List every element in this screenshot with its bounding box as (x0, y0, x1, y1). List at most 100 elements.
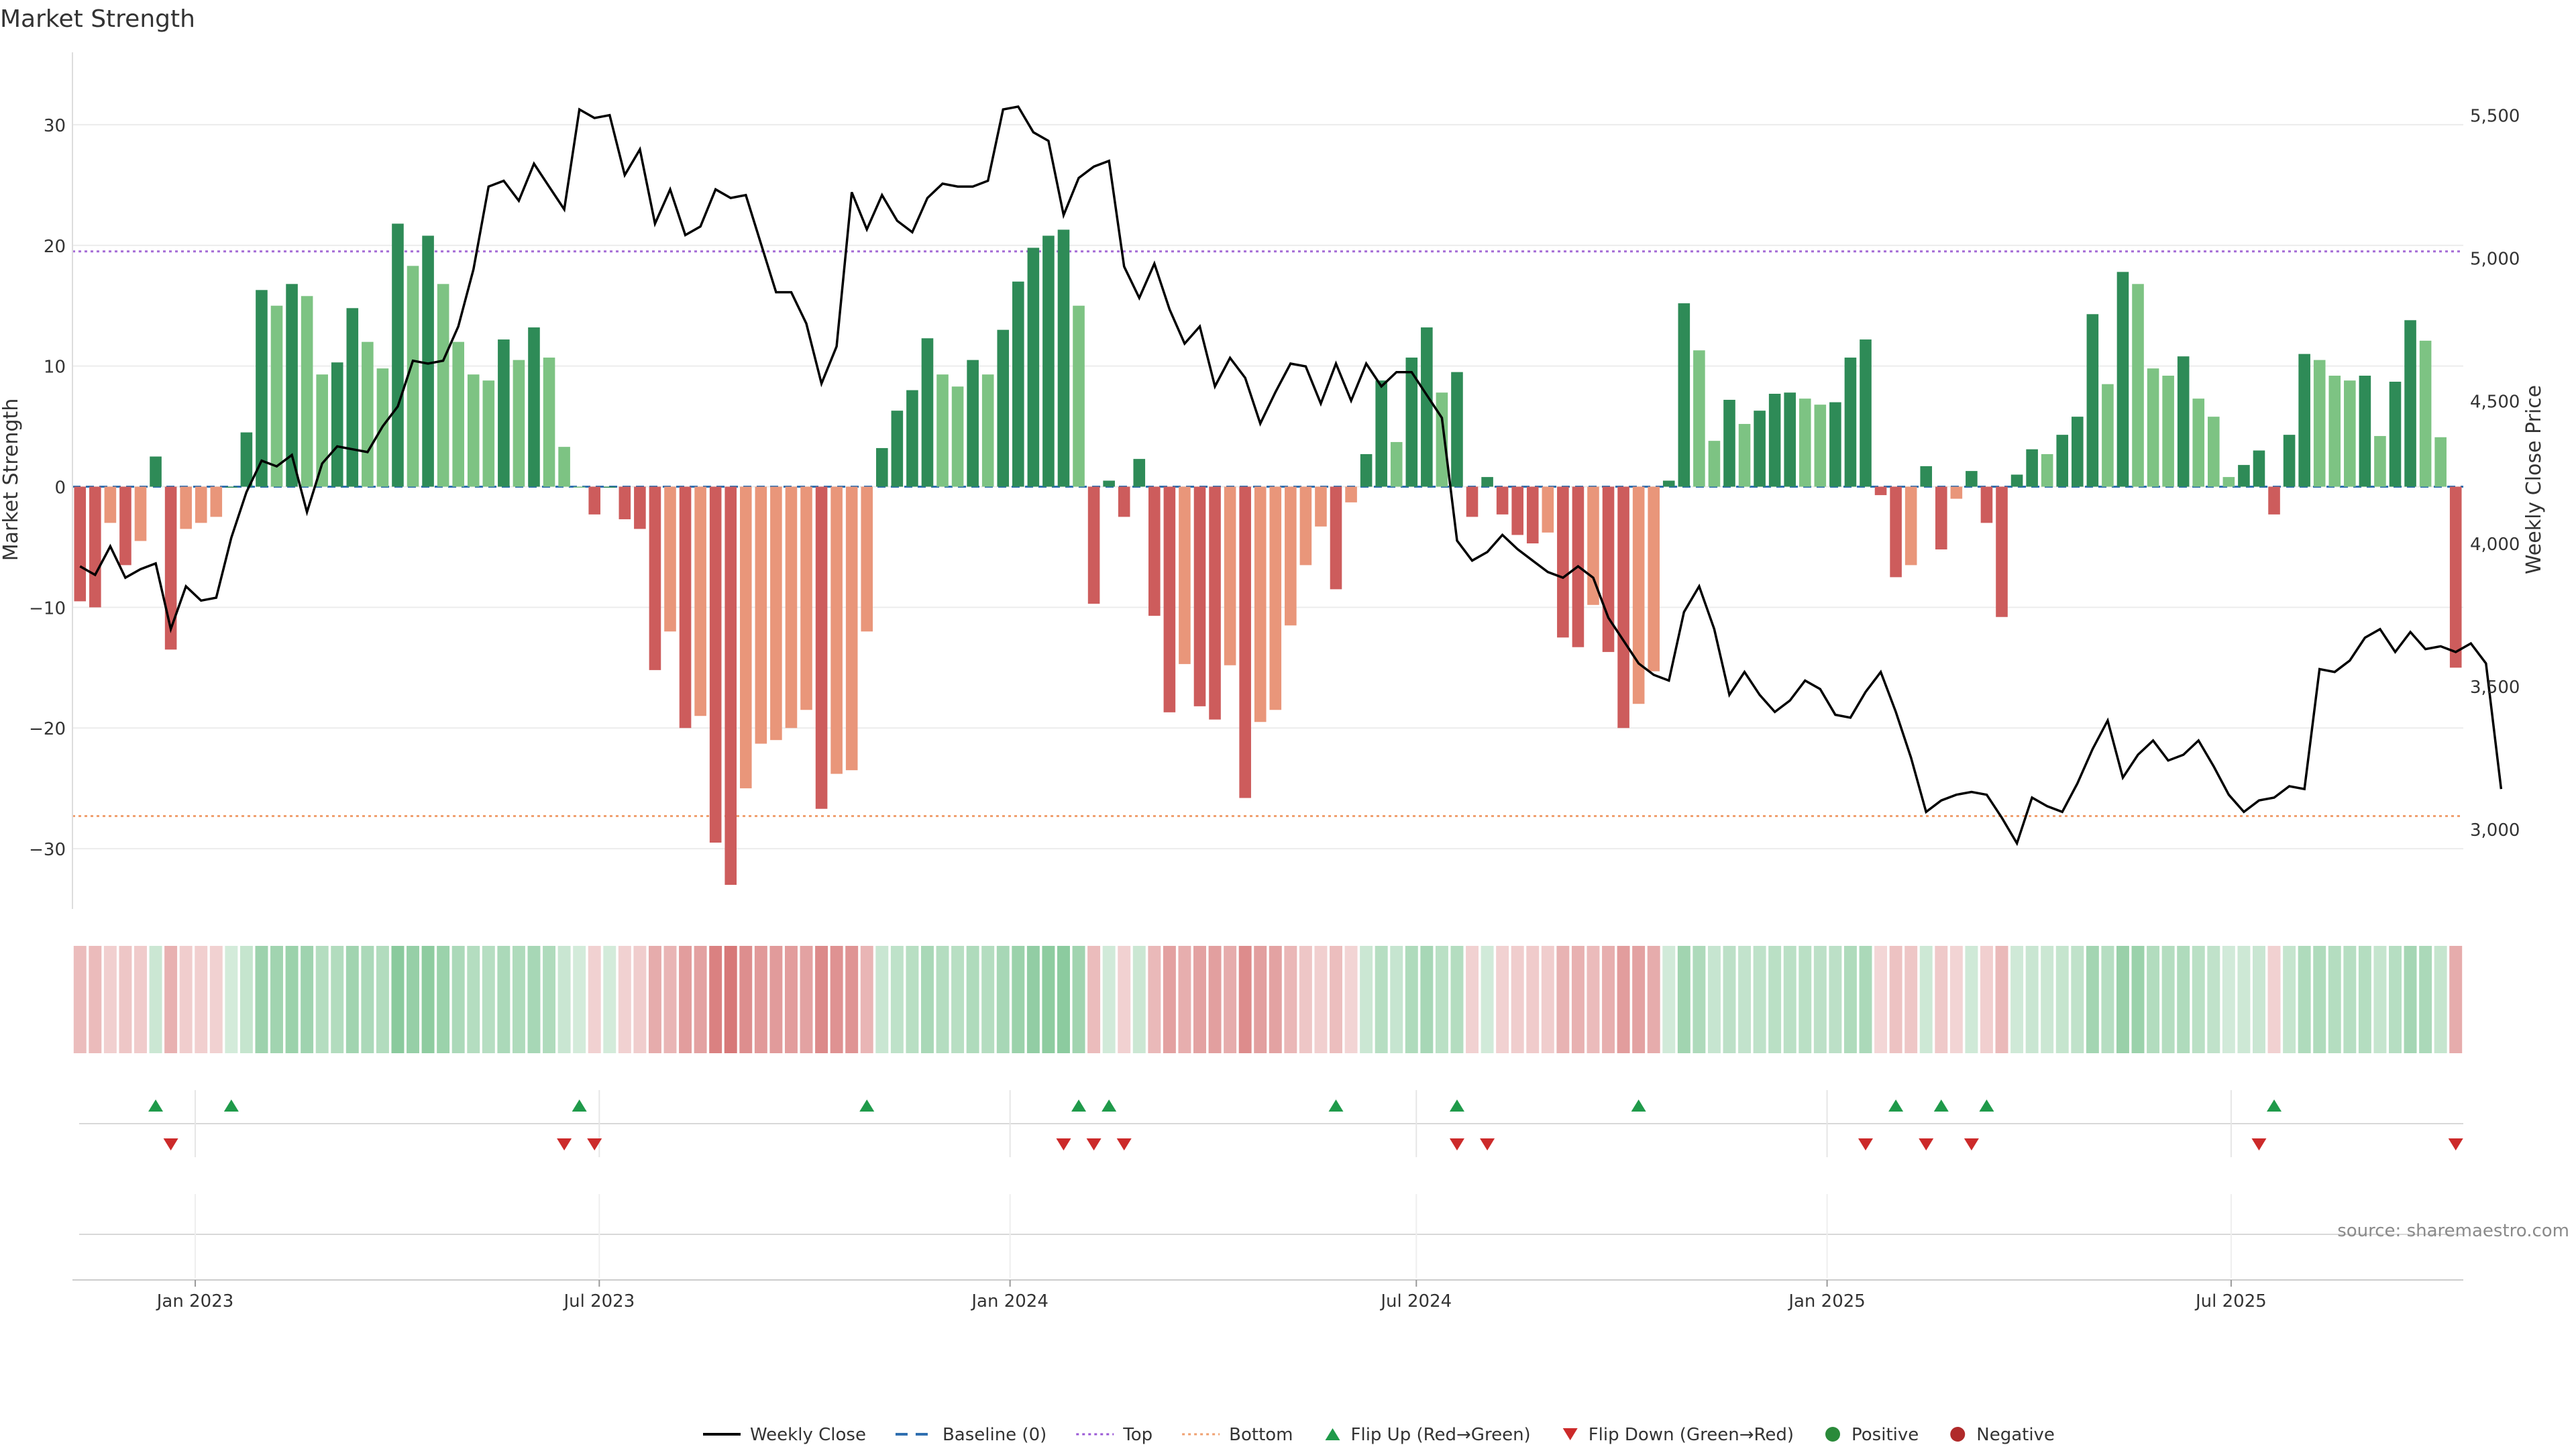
heat-cell (1102, 946, 1116, 1053)
strength-bar (104, 486, 117, 523)
heat-cell (588, 946, 601, 1053)
strength-bar (1027, 248, 1040, 487)
flip-up-marker (223, 1099, 239, 1112)
legend-dot-marker (1950, 1427, 1966, 1442)
heat-cell (2131, 946, 2145, 1053)
grid-lines (72, 123, 2463, 850)
right-axis-label: Weekly Close Price (2522, 385, 2546, 574)
heat-cell (1526, 946, 1540, 1053)
heat-cell (1405, 946, 1418, 1053)
heat-cell (739, 946, 753, 1053)
legend-label: Positive (1851, 1425, 1919, 1445)
strength-bar (528, 327, 540, 487)
heat-cell (2343, 946, 2357, 1053)
heat-cell (2041, 946, 2054, 1053)
heat-cell (1208, 946, 1222, 1053)
legend-label: Top (1122, 1425, 1152, 1445)
heat-cell (2192, 946, 2205, 1053)
strength-bar (981, 374, 994, 487)
strength-bar (2177, 356, 2190, 487)
strength-bar (2268, 486, 2280, 515)
strength-bar (770, 486, 782, 741)
strength-bar (1087, 486, 1100, 604)
heat-cell (89, 946, 102, 1053)
heat-cell (679, 946, 692, 1053)
strength-bar (1662, 480, 1675, 487)
left-tick-label: 10 (44, 358, 66, 378)
strength-bar (603, 486, 616, 488)
heat-cell (784, 946, 798, 1053)
flip-down-marker (587, 1138, 602, 1150)
heat-cell (875, 946, 889, 1053)
strength-bar (1345, 486, 1357, 502)
strength-bar (1935, 486, 1947, 550)
strength-bar (2116, 272, 2129, 487)
strength-bar (331, 362, 343, 487)
heat-cell (2419, 946, 2432, 1053)
legend-item: Positive (1825, 1425, 1919, 1445)
lower-panel (79, 1194, 2463, 1278)
heat-cell (2358, 946, 2371, 1053)
strength-bars (74, 223, 2462, 885)
heat-cell (2404, 946, 2417, 1053)
heat-cell (1843, 946, 1857, 1053)
strength-bar (830, 486, 843, 774)
heat-cell (2313, 946, 2326, 1053)
flip-up-marker (2267, 1099, 2282, 1112)
strength-bar (1466, 486, 1479, 517)
strength-bar (1632, 486, 1645, 704)
strength-bar (815, 486, 828, 809)
x-tick-label: Jul 2025 (2194, 1291, 2267, 1311)
strength-bar (724, 486, 737, 885)
heat-cell (391, 946, 405, 1053)
heat-cell (1420, 946, 1434, 1053)
strength-bar (2041, 453, 2053, 487)
right-tick-label: 5,500 (2470, 107, 2520, 127)
heat-cell (860, 946, 873, 1053)
legend-item: Flip Down (Green→Red) (1562, 1425, 1794, 1445)
strength-bar (1179, 486, 1191, 664)
strength-bar (134, 486, 147, 541)
strength-bar (1860, 339, 1872, 487)
right-tick-label: 5,000 (2470, 249, 2520, 269)
strength-bar (2056, 435, 2069, 487)
heat-cell (285, 946, 299, 1053)
heat-cell (119, 946, 132, 1053)
heat-cell (421, 946, 435, 1053)
x-tick-label: Jan 2023 (156, 1291, 234, 1311)
strength-bar (2328, 376, 2341, 487)
heat-cell (1042, 946, 1055, 1053)
strength-bar (2283, 435, 2296, 487)
heat-cell (1087, 946, 1101, 1053)
strength-bar (694, 486, 706, 716)
x-tick-label: Jul 2024 (1379, 1291, 1452, 1311)
heat-cell (149, 946, 162, 1053)
strength-bar (1678, 303, 1690, 487)
strength-bar (2253, 450, 2265, 487)
strength-bar (1436, 392, 1448, 487)
strength-bar (1511, 486, 1523, 535)
heat-cell (2222, 946, 2235, 1053)
strength-bar (1224, 486, 1236, 665)
heat-cell (1965, 946, 1978, 1053)
strength-bar (2102, 384, 2114, 487)
heat-cell (73, 946, 87, 1053)
strength-bar (2026, 449, 2038, 487)
heat-cell (1813, 946, 1827, 1053)
heat-cell (1602, 946, 1615, 1053)
strength-bar (619, 486, 631, 520)
heat-cell (618, 946, 631, 1053)
source-note: source: sharemaestro.com (2337, 1221, 2569, 1241)
heat-cell (1178, 946, 1191, 1053)
heat-cell (195, 946, 208, 1053)
strength-bar (951, 386, 964, 487)
strength-bar (2086, 314, 2099, 487)
heat-cell (1541, 946, 1554, 1053)
strength-bar (407, 266, 419, 487)
heat-cell (2449, 946, 2463, 1053)
x-axis: Jan 2023 Jul 2023 Jan 2024 Jul 2024 Jan 2025… (72, 1279, 2463, 1311)
flip-down-marker (2448, 1138, 2463, 1150)
strength-bar (225, 486, 237, 488)
heat-cell (437, 946, 450, 1053)
strength-bar (1738, 423, 1751, 487)
